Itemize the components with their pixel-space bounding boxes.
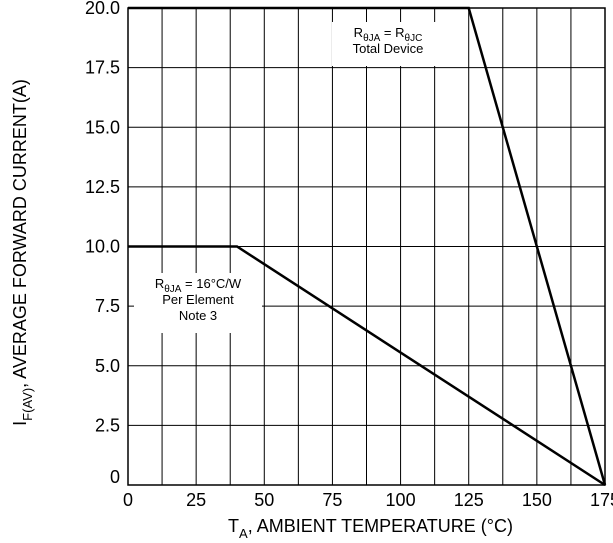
y-tick-label: 12.5 — [85, 177, 120, 197]
y-tick-label: 20.0 — [85, 0, 120, 18]
x-tick-label: 125 — [454, 490, 484, 510]
x-tick-labels: 0 25 50 75 100 125 150 175 — [123, 490, 613, 510]
y-tick-label: 10.0 — [85, 237, 120, 257]
annotation-text: Per Element — [162, 292, 234, 307]
x-tick-label: 50 — [254, 490, 274, 510]
x-axis-label: TA, AMBIENT TEMPERATURE (°C) — [228, 516, 513, 541]
x-tick-label: 100 — [386, 490, 416, 510]
y-tick-label: 2.5 — [95, 415, 120, 435]
x-tick-label: 0 — [123, 490, 133, 510]
y-tick-label: 0 — [110, 467, 120, 487]
annotation-text: Note 3 — [179, 308, 217, 323]
x-tick-label: 75 — [322, 490, 342, 510]
annotation-text: Total Device — [353, 41, 424, 56]
x-tick-label: 175 — [590, 490, 613, 510]
x-tick-label: 25 — [186, 490, 206, 510]
y-tick-label: 15.0 — [85, 117, 120, 137]
y-tick-label: 5.0 — [95, 356, 120, 376]
y-tick-labels: 0 2.5 5.0 7.5 10.0 12.5 15.0 17.5 20.0 — [85, 0, 120, 487]
x-tick-label: 150 — [522, 490, 552, 510]
y-tick-label: 17.5 — [85, 58, 120, 78]
y-tick-label: 7.5 — [95, 296, 120, 316]
y-axis-label: IF(AV), AVERAGE FORWARD CURRENT(A) — [10, 79, 35, 426]
